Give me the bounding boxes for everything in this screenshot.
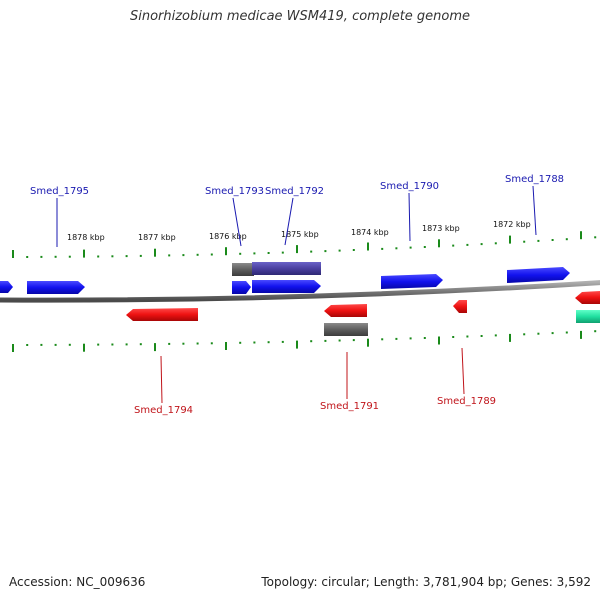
accession-text: Accession: NC_009636: [9, 575, 146, 589]
genome-title: Sinorhizobium medicae WSM419, complete g…: [129, 9, 471, 24]
gene-arrow-smed-1788[interactable]: [507, 267, 570, 283]
gene-label-smed-1792[interactable]: Smed_1792: [265, 186, 324, 197]
gene-arrow-smed-1794[interactable]: [126, 308, 198, 321]
kbp-label-1875: 1875 kbp: [281, 230, 319, 239]
kbp-label-1873: 1873 kbp: [422, 224, 460, 233]
kbp-label-1878: 1878 kbp: [67, 233, 105, 242]
gene-arrow-smed-1790[interactable]: [381, 274, 443, 289]
lower-tick-track: [12, 330, 597, 352]
gray-feature-lower[interactable]: [324, 323, 368, 336]
gene-label-smed-1791[interactable]: Smed_1791: [320, 401, 379, 412]
kbp-label-1877: 1877 kbp: [138, 233, 176, 242]
gene-arrow-smed-1791[interactable]: [324, 304, 367, 317]
gene-arrow-smed-1793[interactable]: [232, 281, 251, 294]
green-feature-right-edge[interactable]: [576, 310, 600, 323]
reverse-label-connectors: [160, 347, 465, 404]
gene-label-smed-1790[interactable]: Smed_1790: [380, 181, 439, 192]
gray-feature-upper[interactable]: [232, 263, 254, 276]
gene-label-smed-1789[interactable]: Smed_1789: [437, 396, 496, 407]
forward-label-connectors: [56, 185, 537, 247]
genome-backbone: [0, 280, 600, 303]
gene-arrow-smed-1789[interactable]: [453, 300, 467, 313]
gene-arrow-smed-1792[interactable]: [252, 280, 321, 293]
kbp-label-1872: 1872 kbp: [493, 220, 531, 229]
gene-label-smed-1795[interactable]: Smed_1795: [30, 186, 89, 197]
purple-feature-upper[interactable]: [252, 262, 321, 275]
gene-label-smed-1794[interactable]: Smed_1794: [134, 405, 193, 416]
forward-gene-arrow-left-edge[interactable]: [0, 281, 13, 293]
kbp-label-1876: 1876 kbp: [209, 232, 247, 241]
gene-arrow-smed-1795[interactable]: [27, 281, 85, 294]
genome-summary-text: Topology: circular; Length: 3,781,904 bp…: [261, 575, 591, 589]
kbp-label-1874: 1874 kbp: [351, 228, 389, 237]
upper-tick-track: [12, 231, 597, 258]
reverse-gene-arrow-right-edge[interactable]: [575, 291, 600, 304]
gene-label-smed-1793[interactable]: Smed_1793: [205, 186, 264, 197]
gene-label-smed-1788[interactable]: Smed_1788: [505, 174, 564, 185]
